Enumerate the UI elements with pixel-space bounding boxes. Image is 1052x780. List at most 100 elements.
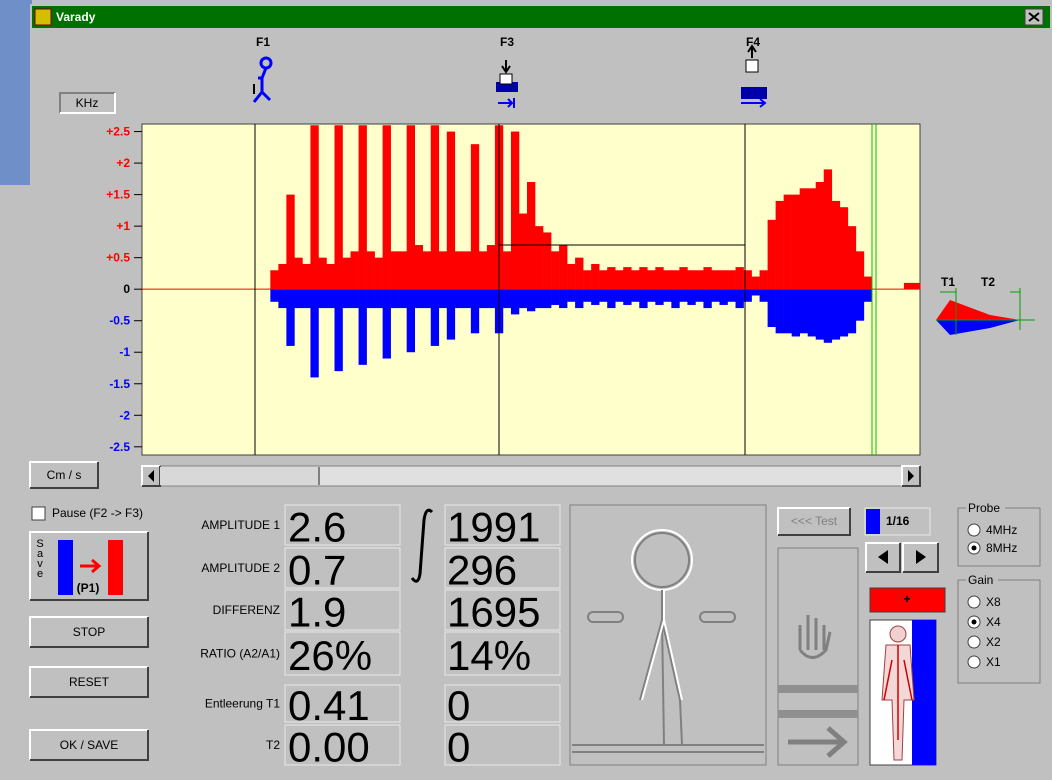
y-tick-label: -0.5 [109,314,130,328]
measure-label: T2 [266,738,280,752]
bar [519,289,527,308]
bar [647,289,655,302]
y-tick-label: +0.5 [106,251,130,265]
bar [703,267,711,289]
bar [503,251,511,289]
gain-radio[interactable] [968,656,980,668]
gain-option[interactable]: X1 [986,655,1001,669]
gain-radio[interactable] [968,636,980,648]
bar [559,245,567,289]
bar [278,289,286,308]
bar [334,289,342,371]
hand-panel [778,548,858,765]
bar [760,270,768,289]
bar [711,289,719,302]
y-tick-label: -1 [119,345,130,359]
bar [423,251,431,289]
bar [415,289,423,308]
page-label: 1/16 [886,514,910,528]
bar [383,289,391,358]
probe-option[interactable]: 4MHz [986,523,1017,537]
bar [623,289,631,305]
bar [599,289,607,302]
bar [591,264,599,289]
ok_save-label[interactable]: OK / SAVE [60,738,118,752]
bar [519,214,527,290]
integral-value: 0 [447,682,470,729]
measure-value: 0.7 [288,547,346,594]
bar [607,289,615,308]
bar [511,132,519,290]
stop-label[interactable]: STOP [73,625,105,639]
bar [840,289,848,336]
bar [383,125,391,289]
bar [695,270,703,289]
measure-label: AMPLITUDE 2 [201,561,280,575]
save-letters: Save [34,538,46,578]
probe-radio[interactable] [968,524,980,536]
measure-label: RATIO (A2/A1) [200,647,280,661]
integral-value: 14% [447,632,531,679]
scroll-thumb[interactable] [318,467,320,485]
y-tick-label: +2 [116,156,130,170]
bar [326,289,334,308]
bar [294,289,302,308]
bar [439,251,447,289]
y-tick-label: -1.5 [109,377,130,391]
bar [671,289,679,308]
gain-option[interactable]: X2 [986,635,1001,649]
bar [463,289,471,308]
bar [367,251,375,289]
measure-value: 2.6 [288,504,346,551]
bar [800,289,808,333]
bar [808,289,816,336]
bar [455,251,463,289]
gain-option[interactable]: X8 [986,595,1001,609]
bar [503,289,511,308]
pause-checkbox[interactable] [32,507,45,520]
bar [343,258,351,290]
bar [832,201,840,289]
app-icon [35,9,51,25]
bar [752,289,760,295]
inset-label: T2 [981,275,995,289]
bar [615,270,623,289]
bar [351,289,359,308]
bar [912,283,920,289]
gain-radio[interactable] [968,596,980,608]
bar [334,125,342,289]
integral-value: 0 [447,724,470,771]
bar [567,264,575,289]
bar [776,289,784,333]
bar [367,289,375,308]
window: Varady [0,0,1052,780]
close-button[interactable] [1025,9,1043,25]
bar [391,289,399,308]
marker-label: F1 [256,35,270,49]
bar [527,289,535,311]
bar [655,289,663,305]
integral-value: 1695 [447,589,540,636]
cm-button-label[interactable]: Cm / s [47,468,82,482]
probe-option[interactable]: 8MHz [986,541,1017,555]
bar [375,258,383,290]
bar [575,258,583,290]
integral-value: 1991 [447,504,540,551]
bar [318,258,326,290]
bar [535,289,543,308]
bar [583,289,591,302]
plus-label[interactable]: + [903,592,910,606]
bar [551,289,559,305]
bar [736,289,744,308]
bar [431,289,439,346]
bar [511,289,519,314]
bar [728,289,736,302]
bar [375,289,383,308]
test-label[interactable]: <<< Test [791,514,838,528]
bar [687,289,695,305]
reset-label[interactable]: RESET [69,675,110,689]
bar [671,270,679,289]
gain-option[interactable]: X4 [986,615,1001,629]
measure-label: DIFFERENZ [213,603,280,617]
bar [719,270,727,289]
